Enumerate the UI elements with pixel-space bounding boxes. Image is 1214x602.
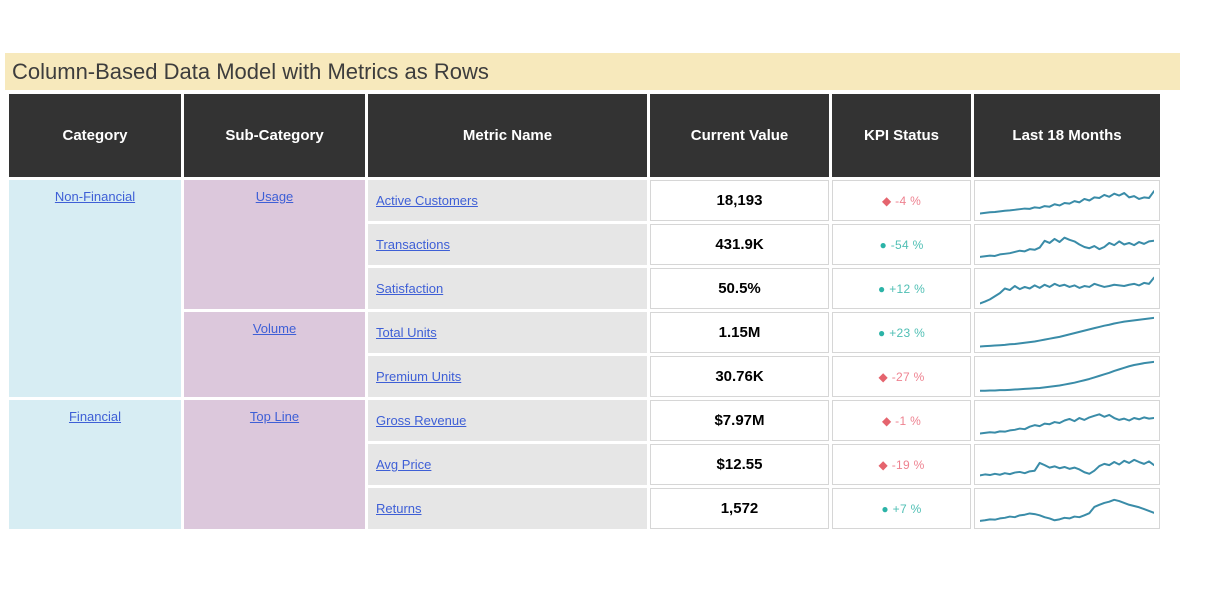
metric-link-transactions[interactable]: Transactions <box>376 237 450 252</box>
metric-name-cell: Premium Units <box>368 356 647 397</box>
kpi-diamond-icon: ◆ <box>878 457 888 472</box>
kpi-status-value: -19 % <box>891 457 925 472</box>
sparkline-cell <box>974 224 1160 265</box>
kpi-status-value: +12 % <box>889 281 926 296</box>
kpi-status-value: -4 % <box>895 193 922 208</box>
sparkline-cell <box>974 444 1160 485</box>
current-value-cell: 50.5% <box>650 268 829 309</box>
metric-link-active-customers[interactable]: Active Customers <box>376 193 478 208</box>
kpi-status-value: +23 % <box>889 325 926 340</box>
kpi-status-cell: ● +12 % <box>832 268 971 309</box>
category-group-cell: Non-Financial <box>9 180 181 397</box>
kpi-diamond-icon: ◆ <box>878 369 888 384</box>
kpi-status-cell: ◆ -1 % <box>832 400 971 441</box>
sparkline-chart <box>980 316 1154 349</box>
metric-link-satisfaction[interactable]: Satisfaction <box>376 281 444 296</box>
current-value-cell: 30.76K <box>650 356 829 397</box>
kpi-circle-icon: ● <box>881 501 889 516</box>
kpi-circle-icon: ● <box>877 325 886 340</box>
sparkline-chart <box>980 228 1154 261</box>
table-row: Avg Price $12.55 ◆ -19 % <box>9 444 1160 485</box>
table-row: Satisfaction 50.5% ● +12 % <box>9 268 1160 309</box>
subcategory-group-cell: Volume <box>184 312 365 397</box>
current-value-cell: 431.9K <box>650 224 829 265</box>
kpi-status-cell: ● -54 % <box>832 224 971 265</box>
sparkline-chart <box>980 272 1154 305</box>
current-value-cell: 1.15M <box>650 312 829 353</box>
metric-name-cell: Avg Price <box>368 444 647 485</box>
category-link-financial[interactable]: Financial <box>68 409 122 424</box>
subcategory-link-usage[interactable]: Usage <box>255 189 294 204</box>
kpi-diamond-icon: ◆ <box>881 413 892 428</box>
matrix-table: Category Sub-Category Metric Name Curren… <box>6 91 1163 532</box>
kpi-diamond-icon: ◆ <box>881 193 892 208</box>
subcategory-group-cell: Top Line <box>184 400 365 529</box>
subcategory-link-top-line[interactable]: Top Line <box>249 409 300 424</box>
kpi-status-value: -54 % <box>890 237 924 252</box>
sparkline-cell <box>974 312 1160 353</box>
table-row: Returns 1,572 ● +7 % <box>9 488 1160 529</box>
visual-title: Column-Based Data Model with Metrics as … <box>5 53 1180 90</box>
sparkline-chart <box>980 184 1154 217</box>
metric-link-total-units[interactable]: Total Units <box>376 325 437 340</box>
matrix-table-container: Category Sub-Category Metric Name Curren… <box>6 91 1163 532</box>
column-header-last-18-months[interactable]: Last 18 Months <box>974 94 1160 177</box>
header-row: Category Sub-Category Metric Name Curren… <box>9 94 1160 177</box>
sparkline-cell <box>974 400 1160 441</box>
kpi-status-value: -1 % <box>895 413 922 428</box>
sparkline-cell <box>974 180 1160 221</box>
kpi-status-value: +7 % <box>892 501 922 516</box>
metric-name-cell: Transactions <box>368 224 647 265</box>
column-header-category[interactable]: Category <box>9 94 181 177</box>
metric-link-gross-revenue[interactable]: Gross Revenue <box>376 413 467 428</box>
kpi-circle-icon: ● <box>877 281 886 296</box>
sparkline-chart <box>980 404 1154 437</box>
metric-name-cell: Satisfaction <box>368 268 647 309</box>
metric-name-cell: Active Customers <box>368 180 647 221</box>
kpi-status-cell: ◆ -4 % <box>832 180 971 221</box>
kpi-status-cell: ● +7 % <box>832 488 971 529</box>
kpi-circle-icon: ● <box>879 237 887 252</box>
current-value-cell: $7.97M <box>650 400 829 441</box>
metric-name-cell: Returns <box>368 488 647 529</box>
column-header-sub-category[interactable]: Sub-Category <box>184 94 365 177</box>
kpi-status-cell: ◆ -27 % <box>832 356 971 397</box>
table-row: Premium Units 30.76K ◆ -27 % <box>9 356 1160 397</box>
column-header-metric-name[interactable]: Metric Name <box>368 94 647 177</box>
table-row: Financial Top Line Gross Revenue $7.97M … <box>9 400 1160 529</box>
metric-link-premium-units[interactable]: Premium Units <box>376 369 462 384</box>
kpi-status-cell: ● +23 % <box>832 312 971 353</box>
sparkline-chart <box>980 360 1154 393</box>
column-header-kpi-status[interactable]: KPI Status <box>832 94 971 177</box>
category-group-cell: Financial <box>9 400 181 529</box>
current-value-cell: $12.55 <box>650 444 829 485</box>
metric-link-returns[interactable]: Returns <box>376 501 422 516</box>
column-header-current-value[interactable]: Current Value <box>650 94 829 177</box>
metric-name-cell: Gross Revenue <box>368 400 647 441</box>
subcategory-group-cell: Usage <box>184 180 365 309</box>
table-row: Volume Total Units 1.15M ● +23 % <box>9 312 1160 397</box>
kpi-status-cell: ◆ -19 % <box>832 444 971 485</box>
table-row: Non-Financial Usage Active Customers 18,… <box>9 180 1160 397</box>
sparkline-chart <box>980 492 1154 525</box>
metric-name-cell: Total Units <box>368 312 647 353</box>
metric-link-avg-price[interactable]: Avg Price <box>376 457 432 472</box>
sparkline-cell <box>974 488 1160 529</box>
subcategory-link-volume[interactable]: Volume <box>252 321 297 336</box>
sparkline-chart <box>980 448 1154 481</box>
category-link-non-financial[interactable]: Non-Financial <box>54 189 136 204</box>
sparkline-cell <box>974 268 1160 309</box>
table-row: Transactions 431.9K ● -54 % <box>9 224 1160 265</box>
current-value-cell: 18,193 <box>650 180 829 221</box>
sparkline-cell <box>974 356 1160 397</box>
kpi-status-value: -27 % <box>891 369 925 384</box>
current-value-cell: 1,572 <box>650 488 829 529</box>
